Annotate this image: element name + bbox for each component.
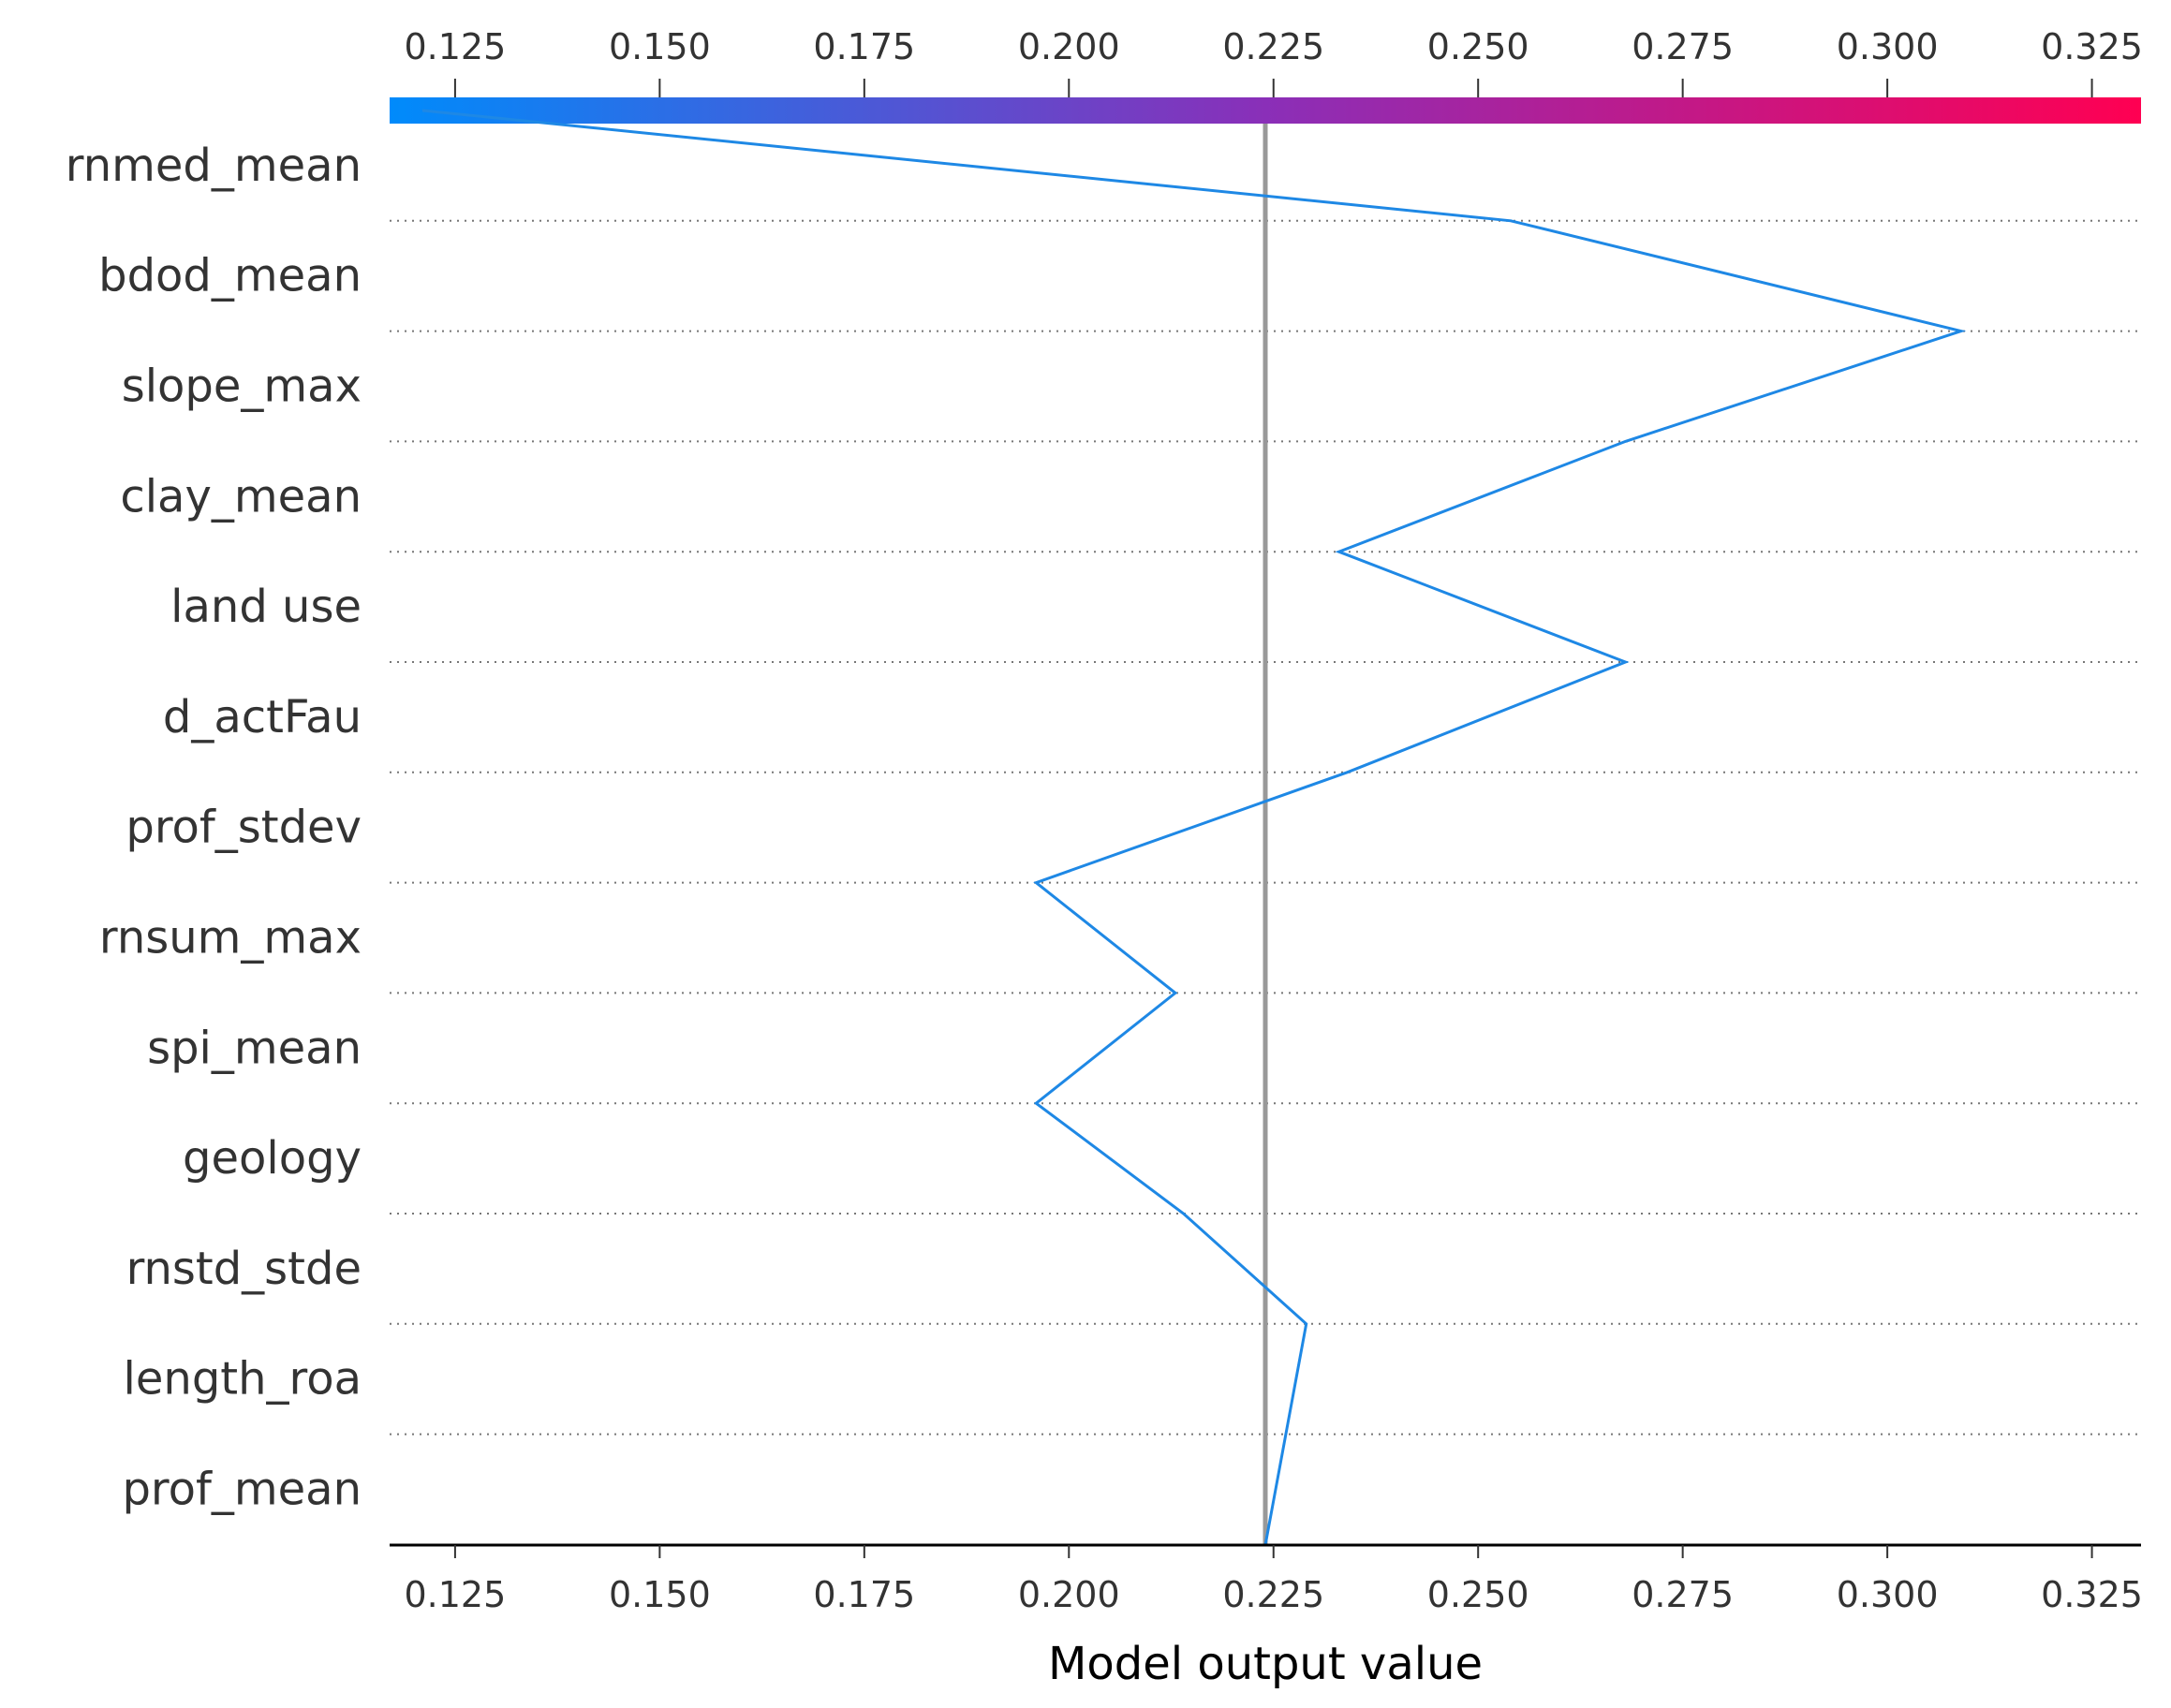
feature-label: land use — [170, 581, 362, 633]
top-tick-label: 0.300 — [1837, 26, 1939, 67]
bottom-tick-label: 0.325 — [2041, 1574, 2143, 1615]
feature-label: spi_mean — [147, 1022, 362, 1074]
bottom-axis: 0.125 0.150 0.175 0.200 0.225 0.250 0.275 0.300… — [390, 1543, 2143, 1615]
feature-label: clay_mean — [120, 470, 362, 523]
feature-label: rnsum_max — [99, 912, 362, 964]
top-tick-label: 0.325 — [2041, 26, 2143, 67]
top-tick-label: 0.275 — [1632, 26, 1734, 67]
feature-labels: rnmed_mean bdod_mean slope_max clay_meanlan… — [66, 140, 362, 1516]
bottom-tick-label: 0.225 — [1222, 1574, 1324, 1615]
feature-label: prof_stdev — [126, 802, 362, 854]
top-tick-label: 0.175 — [813, 26, 915, 67]
top-tick-label: 0.250 — [1427, 26, 1529, 67]
feature-label: geology — [183, 1132, 362, 1185]
bottom-tick-label: 0.300 — [1837, 1574, 1939, 1615]
top-tick-label: 0.125 — [405, 26, 507, 67]
bottom-tick-label: 0.275 — [1632, 1574, 1734, 1615]
bottom-tick-label: 0.250 — [1427, 1574, 1529, 1615]
colorbar — [390, 97, 2141, 124]
feature-label: d_actFau — [163, 691, 362, 744]
decision-path-line — [421, 109, 1967, 1546]
feature-label: prof_mean — [122, 1464, 362, 1516]
top-axis-ticks: 0.125 0.150 0.175 0.200 0.225 0.250 0.275 0.300… — [405, 26, 2143, 97]
top-tick-label: 0.225 — [1222, 26, 1324, 67]
x-axis-title: Model output value — [1048, 1638, 1483, 1690]
top-tick-label: 0.200 — [1018, 26, 1120, 67]
feature-label: slope_max — [122, 361, 362, 413]
feature-label: bdod_mean — [98, 250, 362, 302]
bottom-tick-label: 0.200 — [1018, 1574, 1120, 1615]
bottom-tick-label: 0.125 — [405, 1574, 507, 1615]
top-tick-label: 0.150 — [609, 26, 711, 67]
feature-label: rnmed_mean — [66, 140, 362, 192]
bottom-tick-label: 0.150 — [609, 1574, 711, 1615]
feature-label: length_roa — [124, 1353, 362, 1406]
feature-label: rnstd_stde — [126, 1243, 362, 1295]
bottom-tick-label: 0.175 — [813, 1574, 915, 1615]
